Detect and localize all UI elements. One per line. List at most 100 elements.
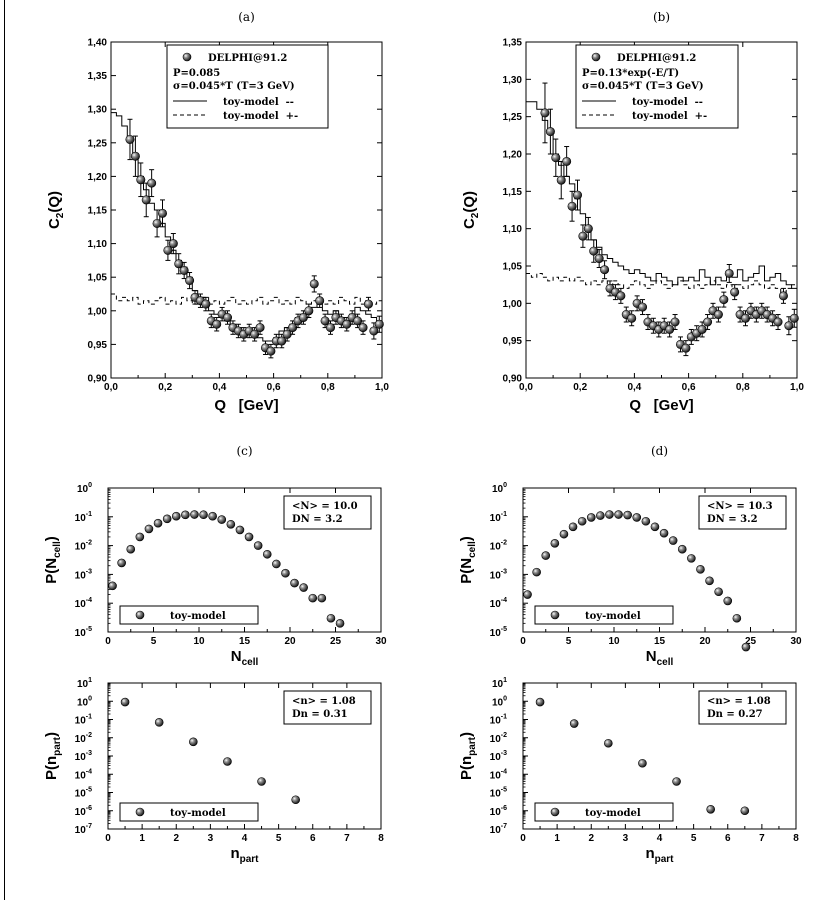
legend-data-label: DELPHI@91.2 xyxy=(208,53,287,64)
stats-line: Dn = 0.31 xyxy=(292,709,348,720)
y-tick-label: 1,40 xyxy=(88,38,108,49)
y-tick-label: 10-7 xyxy=(490,823,507,836)
data-point xyxy=(523,590,532,599)
data-point xyxy=(223,757,232,766)
x-tick-label: 7 xyxy=(759,833,765,844)
data-point xyxy=(326,323,336,333)
x-tick-label: 2 xyxy=(588,833,594,844)
x-tick-label: 0,8 xyxy=(736,382,750,393)
data-point xyxy=(677,544,687,554)
data-point xyxy=(257,777,266,786)
data-point xyxy=(136,175,146,185)
data-point xyxy=(181,510,190,520)
toy-legend-marker xyxy=(550,807,560,817)
data-point xyxy=(162,514,172,524)
data-point xyxy=(308,593,318,603)
x-tick-label: 0,4 xyxy=(627,382,641,393)
x-tick-label: 0,2 xyxy=(573,382,587,393)
data-point xyxy=(562,156,572,166)
x-axis-label: Ncell xyxy=(231,648,259,668)
chart-panel-a: (a) 0,0 0,2 0,4 0,6 0,8 1,0 0,90 0,95 1,00 1,05 1,1… xyxy=(46,10,389,414)
y-axis-label: C2(Q) xyxy=(46,191,66,229)
y-tick-label: 10-1 xyxy=(490,714,507,727)
toy-legend-label: toy-model xyxy=(585,611,641,622)
y-tick-label: 1,05 xyxy=(503,262,523,273)
x-tick-label: 20 xyxy=(699,636,711,647)
x-tick-label: 30 xyxy=(790,636,802,647)
y-tick-label: 10-1 xyxy=(75,714,92,727)
data-point xyxy=(374,319,384,329)
x-tick-label: 1 xyxy=(554,833,560,844)
y-tick-label: 100 xyxy=(77,695,92,708)
y-tick-label: 1,35 xyxy=(503,38,523,49)
data-point xyxy=(117,558,126,568)
data-point xyxy=(199,510,208,520)
x-tick-label: 10 xyxy=(193,636,205,647)
data-point xyxy=(586,513,596,522)
legend-solid-label: toy-model -- xyxy=(223,97,294,108)
data-point xyxy=(589,246,599,256)
y-tick-label: 10-5 xyxy=(75,626,92,639)
data-point xyxy=(730,287,740,297)
x-tick-label: 0,2 xyxy=(158,382,172,393)
y-tick-label: 10-2 xyxy=(490,732,507,745)
stats-box: <N> = 10.3 DN = 3.2 xyxy=(698,495,787,530)
y-tick-label: 10-3 xyxy=(75,568,92,581)
x-tick-label: 8 xyxy=(793,833,799,844)
data-point xyxy=(141,195,151,205)
data-point xyxy=(719,295,729,305)
data-point xyxy=(532,567,541,577)
y-tick-label: 10-2 xyxy=(75,540,92,553)
x-tick-label: 0,0 xyxy=(104,382,118,393)
data-point xyxy=(569,719,579,728)
data-point xyxy=(540,108,550,118)
y-tick-label: 1,25 xyxy=(503,112,523,123)
data-point xyxy=(135,532,145,542)
x-tick-label: 0,6 xyxy=(267,382,281,393)
legend-param-line: P=0.085 xyxy=(173,68,220,79)
x-tick-label: 0 xyxy=(520,636,526,647)
y-tick-label: 0,90 xyxy=(503,374,523,385)
data-point xyxy=(179,265,189,275)
x-tick-label: 2 xyxy=(173,833,179,844)
data-point xyxy=(551,153,561,163)
data-point xyxy=(773,317,783,327)
y-tick-label: 10-2 xyxy=(75,732,92,745)
x-tick-label: 8 xyxy=(378,833,384,844)
x-tick-label: 4 xyxy=(657,833,663,844)
data-point xyxy=(638,302,648,312)
data-point xyxy=(741,642,751,652)
x-tick-label: 7 xyxy=(344,833,350,844)
data-point xyxy=(541,551,551,560)
data-point xyxy=(614,510,623,519)
x-tick-label: 6 xyxy=(310,833,316,844)
y-axis-label: P(npart) xyxy=(458,732,478,780)
x-tick-label: 20 xyxy=(284,636,296,647)
stats-line: <n> = 1.08 xyxy=(707,696,771,707)
x-axis-label: npart xyxy=(645,845,674,865)
y-tick-label: 100 xyxy=(492,695,507,708)
data-point xyxy=(668,536,678,545)
data-point xyxy=(125,134,135,144)
legend-dashed-label: toy-model +- xyxy=(223,111,298,122)
stats-line: <N> = 10.3 xyxy=(707,501,773,512)
data-point xyxy=(623,510,632,520)
data-point xyxy=(235,525,245,535)
stats-frame xyxy=(698,495,787,530)
data-point xyxy=(163,245,173,255)
chart-panel-c: (c) 0 5 10 15 20 25 30 10-5 10-4 10-3 10-2 10-1 100 Nc… xyxy=(43,444,387,668)
data-point xyxy=(108,581,117,591)
legend: DELPHI@91.2 P=0.085 σ=0.045*T (T=3 GeV) toy… xyxy=(166,44,329,129)
data-point xyxy=(605,510,614,519)
stats-line: Dn = 0.27 xyxy=(707,709,763,720)
legend-dashed-label: toy-model +- xyxy=(632,111,707,122)
y-tick-label: 101 xyxy=(492,677,507,690)
stats-line: <N> = 10.0 xyxy=(292,501,358,512)
legend-solid-label: toy-model -- xyxy=(632,97,703,108)
data-point xyxy=(217,515,227,524)
data-point xyxy=(577,516,587,526)
data-point xyxy=(309,279,319,289)
y-tick-label: 10-5 xyxy=(75,787,92,800)
data-point xyxy=(262,549,272,559)
y-tick-label: 10-6 xyxy=(490,805,507,818)
